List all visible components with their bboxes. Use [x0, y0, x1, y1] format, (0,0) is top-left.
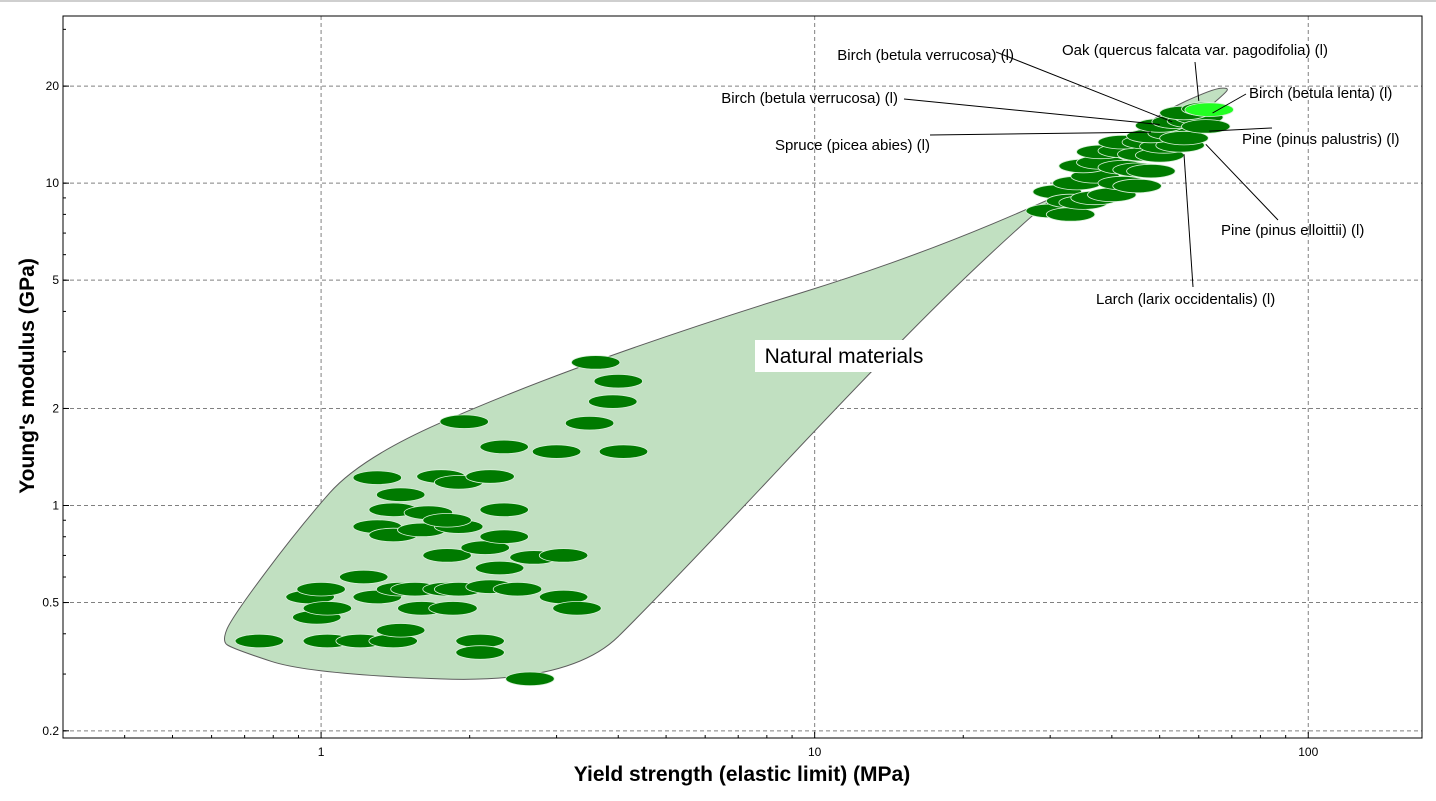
- region-label-group: Natural materials: [755, 340, 934, 372]
- data-point: [234, 633, 285, 649]
- callout: Birch (betula verrucosa) (l): [721, 90, 1160, 125]
- y-axis-title: Young's modulus (GPa): [16, 258, 39, 494]
- data-point: [538, 548, 589, 563]
- data-point: [571, 355, 621, 370]
- callout-leader-line: [903, 98, 1160, 125]
- data-point: [1181, 119, 1231, 134]
- y-tick-label: 0.2: [42, 724, 59, 738]
- grid-layer: [63, 16, 1422, 738]
- x-tick-label: 10: [808, 745, 822, 759]
- data-point: [339, 569, 389, 585]
- data-point: [302, 601, 353, 616]
- data-point: [598, 444, 649, 459]
- data-point: [505, 671, 555, 687]
- y-tick-label: 1: [52, 499, 59, 513]
- callout-leader-line: [1183, 154, 1194, 288]
- data-point: [439, 414, 489, 429]
- callout-leader-line: [1212, 93, 1247, 114]
- region-label: Natural materials: [765, 345, 924, 368]
- data-point: [552, 601, 602, 616]
- top-border: [0, 0, 1436, 2]
- data-point: [479, 439, 529, 455]
- data-point: [422, 548, 472, 563]
- callout-leader-line: [929, 131, 1151, 136]
- callout-label: Birch (betula verrucosa) (l): [837, 47, 1014, 64]
- data-point: [479, 502, 529, 518]
- callout: Oak (quercus falcata var. pagodifolia) (…: [1062, 42, 1328, 101]
- axis-layer: 1 10 100 0.2 0.5 1 2 5 10 20: [42, 15, 1423, 759]
- point-layer: [234, 101, 1234, 687]
- y-tick-label: 10: [46, 176, 60, 190]
- data-point: [422, 513, 472, 528]
- x-tick-label: 100: [1298, 745, 1318, 759]
- callout: Pine (pinus elloittii) (l): [1205, 143, 1364, 239]
- y-tick-label: 0.5: [42, 596, 59, 610]
- data-point: [296, 582, 346, 597]
- callout-leader-line: [995, 51, 1173, 123]
- callout-label: Larch (larix occidentalis) (l): [1096, 291, 1275, 308]
- data-point: [428, 601, 478, 616]
- callout: Pine (pinus palustris) (l): [1209, 127, 1400, 148]
- callout-leader-line: [1209, 127, 1273, 132]
- data-point: [492, 582, 543, 597]
- data-point: [455, 645, 505, 660]
- callout-label: Pine (pinus palustris) (l): [1242, 131, 1400, 148]
- y-tick-label: 5: [52, 273, 59, 287]
- data-point: [376, 487, 426, 502]
- data-point: [1184, 102, 1234, 117]
- callout-leader-line: [1205, 143, 1279, 221]
- plot-frame: [62, 15, 1423, 739]
- y-tick-label: 20: [46, 79, 60, 93]
- callout-label: Spruce (picea abies) (l): [775, 137, 930, 154]
- data-point: [1159, 130, 1209, 146]
- region-label-box: [755, 340, 934, 372]
- data-point: [376, 623, 426, 638]
- callout: Larch (larix occidentalis) (l): [1096, 154, 1275, 308]
- callout-leader-line: [1194, 61, 1200, 101]
- data-point: [593, 374, 643, 389]
- callout-layer: Natural materials Birch (betula verrucosa…: [721, 42, 1400, 372]
- callout: Birch (betula verrucosa) (l): [837, 47, 1173, 123]
- y-tick-label: 2: [52, 401, 59, 415]
- callout: Spruce (picea abies) (l): [775, 131, 1151, 154]
- callout-label: Birch (betula lenta) (l): [1249, 85, 1392, 102]
- x-axis-title: Yield strength (elastic limit) (MPa): [574, 763, 910, 786]
- data-point: [564, 416, 615, 431]
- data-point: [474, 560, 525, 576]
- callout-label: Pine (pinus elloittii) (l): [1221, 222, 1364, 239]
- data-point: [465, 469, 515, 484]
- data-point: [1112, 178, 1162, 194]
- callout-label: Oak (quercus falcata var. pagodifolia) (…: [1062, 42, 1328, 59]
- data-point: [352, 470, 402, 485]
- x-tick-label: 1: [318, 745, 325, 759]
- callout: Birch (betula lenta) (l): [1212, 85, 1392, 114]
- data-point: [479, 529, 529, 544]
- data-point: [1126, 163, 1176, 179]
- data-point: [531, 444, 582, 459]
- data-point: [588, 394, 638, 409]
- callout-label: Birch (betula verrucosa) (l): [721, 90, 898, 107]
